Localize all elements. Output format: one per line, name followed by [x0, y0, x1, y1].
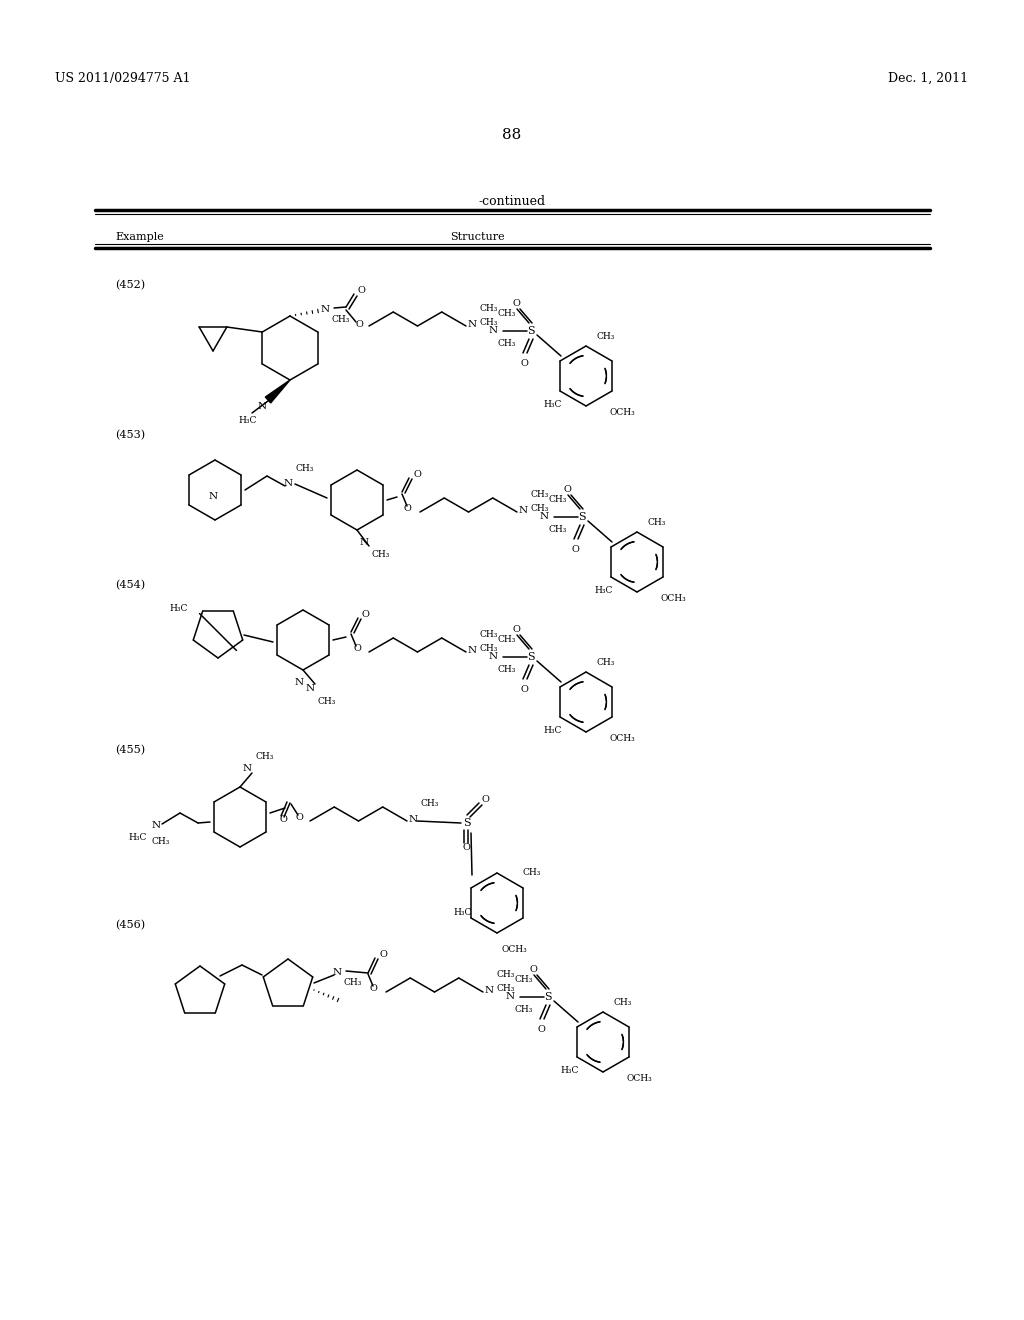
Text: CH₃: CH₃: [480, 630, 499, 639]
Text: N: N: [152, 821, 161, 830]
Text: O: O: [530, 965, 538, 974]
Text: O: O: [379, 950, 387, 960]
Text: CH₃: CH₃: [549, 495, 567, 504]
Text: CH₃: CH₃: [372, 550, 390, 558]
Text: N: N: [468, 645, 477, 655]
Text: US 2011/0294775 A1: US 2011/0294775 A1: [55, 73, 190, 84]
Text: H₃C: H₃C: [594, 586, 612, 595]
Text: OCH₃: OCH₃: [610, 734, 636, 743]
Text: O: O: [521, 685, 528, 694]
Text: (456): (456): [115, 920, 145, 931]
Text: O: O: [513, 300, 521, 308]
Text: CH₃: CH₃: [614, 998, 633, 1007]
Text: CH₃: CH₃: [648, 517, 667, 527]
Text: CH₃: CH₃: [498, 635, 516, 644]
Text: N: N: [489, 652, 498, 661]
Text: S: S: [527, 326, 535, 337]
Text: O: O: [564, 484, 571, 494]
Text: N: N: [306, 684, 315, 693]
Text: CH₃: CH₃: [152, 837, 170, 846]
Text: N: N: [333, 968, 342, 977]
Text: S: S: [463, 818, 471, 828]
Text: OCH₃: OCH₃: [627, 1074, 652, 1082]
Text: OCH₃: OCH₃: [502, 945, 527, 954]
Text: H₃C: H₃C: [238, 416, 256, 425]
Text: O: O: [279, 814, 287, 824]
Text: N: N: [485, 986, 495, 995]
Text: CH₃: CH₃: [497, 983, 515, 993]
Text: (452): (452): [115, 280, 145, 290]
Text: N: N: [540, 512, 549, 521]
Text: O: O: [356, 319, 364, 329]
Text: O: O: [513, 624, 521, 634]
Text: (454): (454): [115, 579, 145, 590]
Text: N: N: [258, 403, 267, 411]
Text: N: N: [243, 764, 252, 774]
Text: CH₃: CH₃: [255, 752, 273, 762]
Text: (455): (455): [115, 744, 145, 755]
Text: N: N: [506, 993, 515, 1001]
Text: O: O: [482, 795, 489, 804]
Text: H₃C: H₃C: [543, 400, 561, 409]
Text: S: S: [578, 512, 586, 521]
Text: S: S: [527, 652, 535, 663]
Text: (453): (453): [115, 430, 145, 441]
Text: Example: Example: [115, 232, 164, 242]
Text: CH₃: CH₃: [549, 525, 567, 535]
Text: N: N: [209, 492, 218, 502]
Text: N: N: [360, 539, 369, 546]
Text: O: O: [353, 644, 360, 653]
Text: CH₃: CH₃: [498, 339, 516, 348]
Text: CH₃: CH₃: [498, 309, 516, 318]
Text: N: N: [409, 814, 418, 824]
Text: H₃C: H₃C: [128, 833, 146, 842]
Text: O: O: [538, 1026, 546, 1034]
Text: 88: 88: [503, 128, 521, 143]
Text: H₃C: H₃C: [170, 603, 188, 612]
Text: CH₃: CH₃: [480, 304, 499, 313]
Text: CH₃: CH₃: [523, 869, 542, 876]
Text: H₃C: H₃C: [560, 1067, 579, 1074]
Text: N: N: [284, 479, 293, 488]
Text: O: O: [404, 504, 412, 513]
Text: H₃C: H₃C: [543, 726, 561, 735]
Text: OCH₃: OCH₃: [662, 594, 687, 603]
Text: CH₃: CH₃: [480, 318, 499, 327]
Text: Dec. 1, 2011: Dec. 1, 2011: [888, 73, 968, 84]
Text: N: N: [489, 326, 498, 335]
Text: CH₃: CH₃: [318, 697, 336, 706]
Text: S: S: [544, 993, 552, 1002]
Text: O: O: [521, 359, 528, 368]
Text: O: O: [296, 813, 304, 822]
Text: Structure: Structure: [450, 232, 505, 242]
Text: CH₃: CH₃: [597, 657, 615, 667]
Text: CH₃: CH₃: [421, 799, 439, 808]
Text: N: N: [321, 305, 330, 314]
Text: O: O: [572, 545, 580, 554]
Text: CH₃: CH₃: [344, 978, 362, 987]
Text: N: N: [519, 506, 528, 515]
Text: CH₃: CH₃: [295, 465, 313, 473]
Text: CH₃: CH₃: [332, 315, 350, 323]
Text: -continued: -continued: [478, 195, 546, 209]
Text: N: N: [468, 319, 477, 329]
Text: O: O: [358, 286, 366, 294]
Text: OCH₃: OCH₃: [610, 408, 636, 417]
Text: O: O: [463, 843, 471, 851]
Text: O: O: [362, 610, 370, 619]
Text: CH₃: CH₃: [515, 1005, 534, 1014]
Text: O: O: [413, 470, 421, 479]
Text: CH₃: CH₃: [531, 490, 549, 499]
Text: CH₃: CH₃: [531, 504, 549, 513]
Polygon shape: [265, 380, 290, 403]
Text: CH₃: CH₃: [597, 333, 615, 341]
Text: N: N: [295, 678, 304, 686]
Text: CH₃: CH₃: [515, 975, 534, 983]
Text: CH₃: CH₃: [497, 970, 515, 979]
Text: CH₃: CH₃: [498, 665, 516, 675]
Text: CH₃: CH₃: [480, 644, 499, 653]
Text: O: O: [370, 983, 378, 993]
Text: H₃C: H₃C: [453, 908, 471, 917]
